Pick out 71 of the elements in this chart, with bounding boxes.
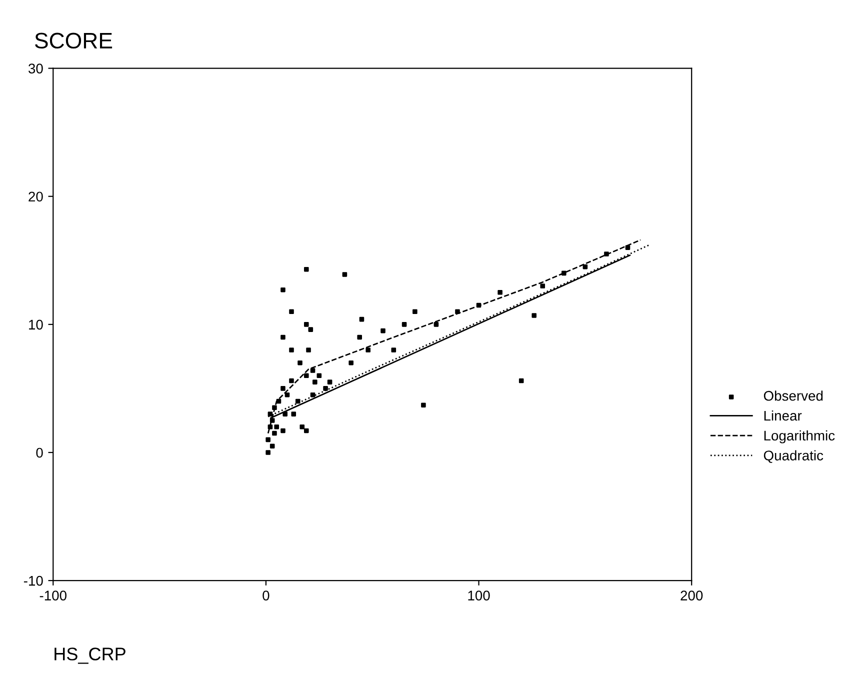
point bbox=[348, 360, 354, 366]
point bbox=[402, 322, 407, 327]
y-tick-label: 30 bbox=[28, 64, 43, 74]
point bbox=[272, 430, 277, 436]
point bbox=[295, 398, 300, 404]
point bbox=[304, 428, 309, 434]
point bbox=[359, 316, 364, 322]
point bbox=[280, 428, 286, 434]
point bbox=[289, 309, 294, 314]
x-tick-label: 200 bbox=[680, 590, 703, 600]
point bbox=[304, 373, 309, 378]
point bbox=[316, 373, 322, 378]
point bbox=[434, 322, 439, 327]
point bbox=[412, 309, 418, 314]
y-axis-title: SCORE bbox=[34, 32, 112, 49]
point bbox=[274, 424, 279, 430]
point bbox=[357, 334, 362, 340]
x-axis-title: HS_CRP bbox=[54, 648, 126, 664]
point bbox=[282, 412, 288, 416]
point bbox=[280, 334, 286, 340]
legend-label: Logarithmic bbox=[764, 430, 835, 444]
point bbox=[280, 386, 286, 391]
point bbox=[342, 272, 348, 277]
x-tick-label: -100 bbox=[40, 590, 66, 600]
point bbox=[304, 322, 309, 327]
y-tick-label: 20 bbox=[28, 192, 43, 202]
point bbox=[518, 378, 524, 384]
x-tick-label: 0 bbox=[262, 590, 270, 600]
point bbox=[291, 412, 296, 416]
legend-label: Quadratic bbox=[764, 450, 824, 463]
point bbox=[582, 264, 588, 270]
point bbox=[300, 424, 305, 430]
point bbox=[304, 266, 309, 272]
point bbox=[276, 398, 282, 404]
point bbox=[284, 392, 290, 398]
point bbox=[391, 348, 396, 352]
x-tick-label: 100 bbox=[468, 590, 490, 600]
point bbox=[289, 378, 294, 384]
point bbox=[306, 348, 311, 352]
point bbox=[310, 392, 316, 398]
y-tick-label: 0 bbox=[36, 448, 43, 458]
y-tick-label: -10 bbox=[24, 576, 43, 586]
point bbox=[625, 245, 630, 250]
point bbox=[266, 437, 270, 442]
legend-label: Linear bbox=[764, 410, 802, 421]
point bbox=[298, 360, 302, 366]
point bbox=[323, 386, 328, 391]
point bbox=[327, 380, 332, 384]
point bbox=[270, 418, 275, 423]
point bbox=[532, 313, 537, 318]
y-tick-label: 10 bbox=[29, 320, 43, 330]
point bbox=[455, 309, 460, 314]
point bbox=[272, 405, 277, 410]
point bbox=[289, 348, 294, 352]
point bbox=[266, 450, 270, 455]
point bbox=[366, 348, 371, 352]
point bbox=[310, 368, 316, 373]
point bbox=[421, 402, 426, 408]
point bbox=[540, 284, 546, 288]
point bbox=[308, 327, 314, 332]
point bbox=[476, 302, 482, 308]
point bbox=[270, 444, 275, 448]
point bbox=[312, 380, 318, 384]
point bbox=[268, 424, 273, 430]
point bbox=[380, 328, 386, 334]
point bbox=[268, 412, 273, 416]
point bbox=[498, 290, 502, 295]
point bbox=[604, 252, 609, 256]
point bbox=[562, 270, 566, 276]
point bbox=[280, 287, 286, 292]
legend-label: Observed bbox=[764, 390, 823, 401]
